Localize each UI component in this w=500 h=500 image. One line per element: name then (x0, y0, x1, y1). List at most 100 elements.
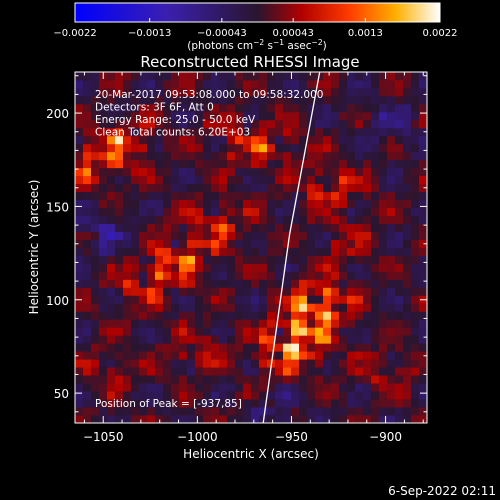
heatmap-cell (267, 279, 276, 288)
heatmap-cell (403, 295, 412, 304)
heatmap-cell (171, 343, 180, 352)
heatmap-cell (419, 199, 427, 209)
heatmap-cell (411, 239, 420, 248)
heatmap-cell (131, 215, 140, 224)
heatmap-cell (195, 343, 204, 352)
heatmap-cell (355, 191, 364, 201)
heatmap-cell (363, 327, 372, 336)
heatmap-cell (331, 295, 340, 304)
heatmap-cell (363, 127, 372, 137)
heatmap-cell (163, 199, 172, 209)
heatmap-cell (283, 167, 292, 177)
heatmap-cell (83, 111, 92, 121)
heatmap-cell (283, 111, 292, 121)
heatmap-cell (283, 127, 292, 137)
heatmap-cell (283, 95, 292, 105)
heatmap-cell (323, 399, 332, 408)
heatmap-cell (251, 295, 260, 304)
heatmap-cell (171, 207, 180, 216)
heatmap-cell (155, 391, 164, 400)
heatmap-cell (331, 143, 340, 153)
heatmap-cell (219, 183, 228, 193)
heatmap-cell (235, 351, 244, 360)
heatmap-cell (395, 119, 404, 129)
heatmap-cell (163, 159, 172, 169)
heatmap-cell (91, 263, 100, 272)
heatmap-cell (355, 231, 364, 240)
heatmap-cell (107, 199, 116, 209)
heatmap-cell (243, 72, 252, 81)
heatmap-cell (139, 375, 148, 384)
heatmap-cell (291, 391, 300, 400)
heatmap-cell (187, 367, 196, 376)
heatmap-cell (115, 199, 124, 209)
heatmap-cell (379, 103, 388, 113)
heatmap-cell (387, 183, 396, 193)
heatmap-cell (187, 415, 196, 423)
heatmap-cell (211, 327, 220, 336)
heatmap-cell (75, 271, 84, 280)
heatmap-cell (187, 167, 196, 177)
heatmap-cell (203, 191, 212, 201)
heatmap-cell (363, 335, 372, 344)
heatmap-cell (299, 343, 308, 352)
heatmap-cell (419, 359, 427, 368)
heatmap-cell (291, 191, 300, 201)
heatmap-cell (243, 319, 252, 328)
heatmap-cell (243, 111, 252, 121)
heatmap-cell (147, 223, 156, 232)
heatmap-cell (131, 359, 140, 368)
heatmap-cell (123, 415, 132, 423)
heatmap-cell (371, 127, 380, 137)
heatmap-cell (331, 135, 340, 145)
heatmap-cell (163, 351, 172, 360)
heatmap-cell (323, 255, 332, 264)
heatmap-cell (371, 263, 380, 272)
heatmap-cell (243, 327, 252, 336)
heatmap-cell (203, 247, 212, 256)
heatmap-cell (203, 72, 212, 81)
heatmap-cell (91, 111, 100, 121)
heatmap-cell (75, 303, 84, 312)
heatmap-cell (347, 311, 356, 320)
heatmap-cell (387, 191, 396, 201)
heatmap-cell (83, 311, 92, 320)
heatmap-cell (131, 103, 140, 113)
heatmap-cell (403, 367, 412, 376)
heatmap-cell (323, 207, 332, 216)
heatmap-cell (115, 327, 124, 336)
heatmap-cell (235, 271, 244, 280)
heatmap-cell (403, 199, 412, 209)
heatmap-cell (243, 343, 252, 352)
heatmap-cell (235, 215, 244, 224)
heatmap-cell (275, 159, 284, 169)
heatmap-cell (411, 223, 420, 232)
heatmap-cell (315, 111, 324, 121)
heatmap-cell (347, 335, 356, 344)
heatmap-cell (171, 351, 180, 360)
heatmap-cell (251, 415, 260, 423)
heatmap-cell (259, 367, 268, 376)
heatmap-cell (219, 287, 228, 296)
heatmap-cell (339, 383, 348, 392)
heatmap-cell (299, 367, 308, 376)
heatmap-cell (331, 103, 340, 113)
heatmap-cell (299, 135, 308, 145)
heatmap-cell (139, 239, 148, 248)
heatmap-cell (419, 151, 427, 161)
heatmap-cell (411, 231, 420, 240)
heatmap-cell (203, 407, 212, 416)
heatmap-cell (307, 95, 316, 105)
heatmap-cell (323, 367, 332, 376)
heatmap-cell (387, 343, 396, 352)
y-tick-label: 100 (46, 294, 69, 308)
heatmap-cell (147, 231, 156, 240)
heatmap-cell (227, 143, 236, 153)
heatmap-cell (227, 383, 236, 392)
heatmap-cell (259, 111, 268, 121)
heatmap-cell (299, 79, 308, 89)
heatmap-cell (299, 351, 308, 360)
heatmap-cell (235, 119, 244, 129)
heatmap-cell (387, 159, 396, 169)
heatmap-cell (395, 199, 404, 209)
